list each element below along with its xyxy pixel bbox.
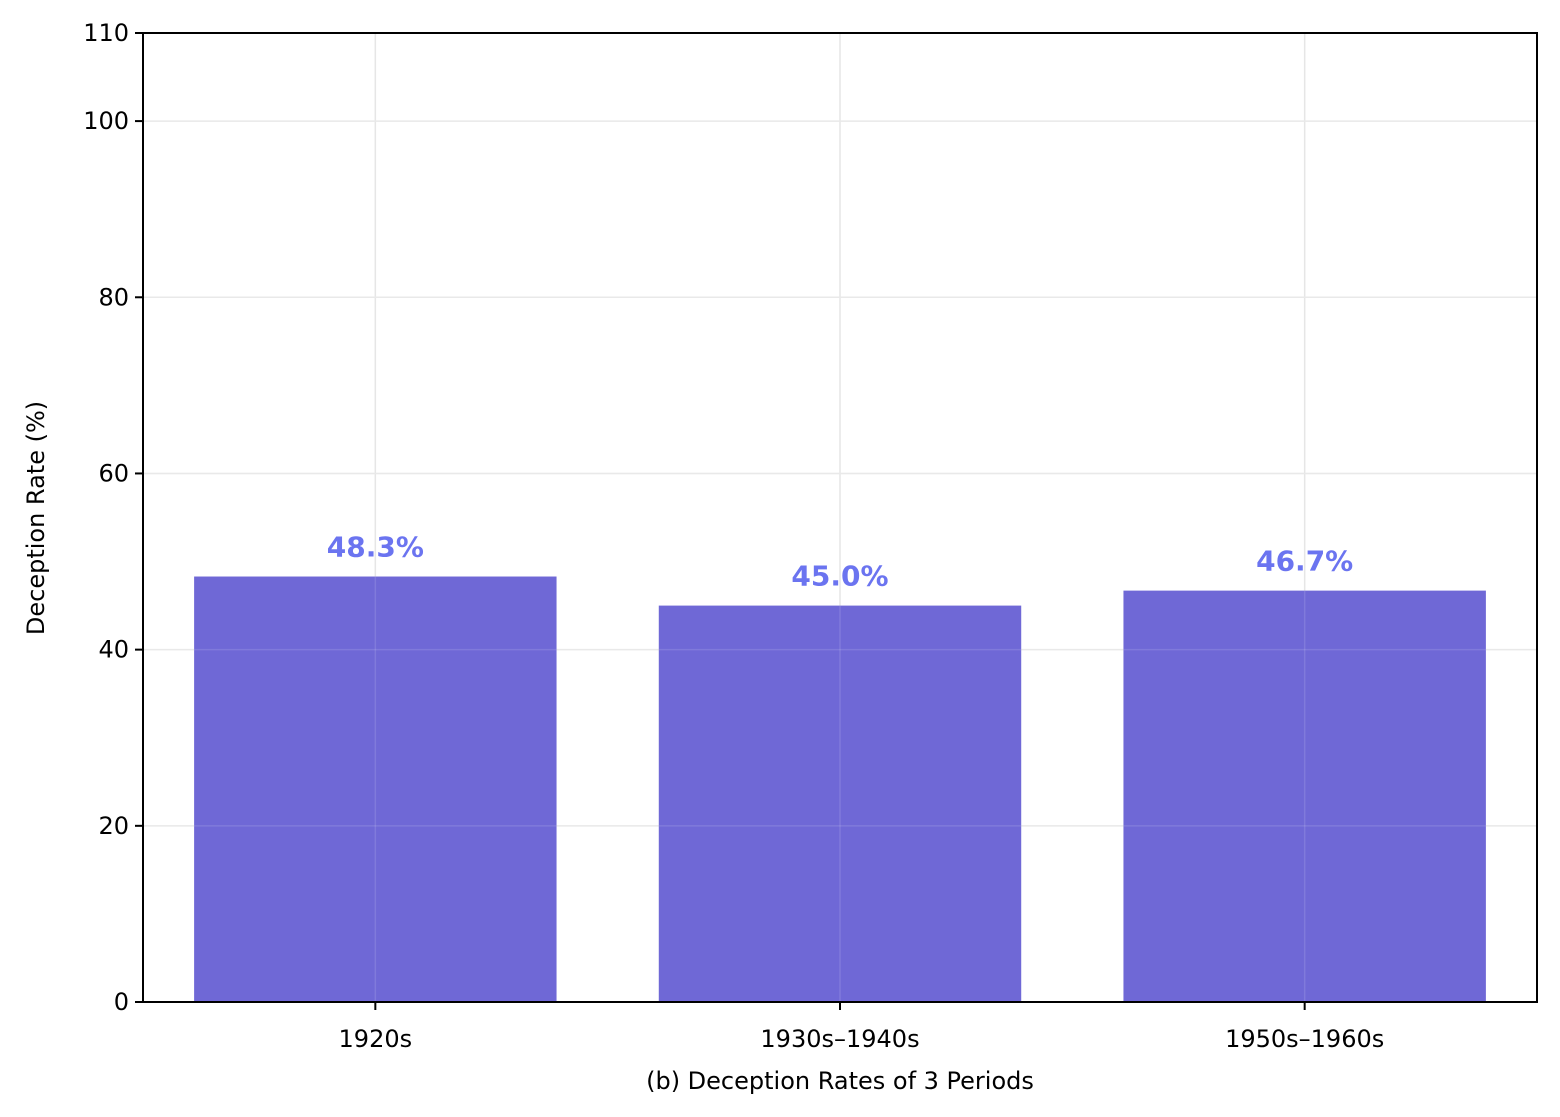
y-tick-label: 60	[98, 459, 129, 487]
axes-layer	[135, 32, 1538, 1010]
bar-value-label: 48.3%	[327, 531, 424, 564]
x-axis-title: (b) Deception Rates of 3 Periods	[646, 1067, 1034, 1095]
y-tick-label: 100	[83, 107, 129, 135]
x-tick-label: 1950s–1960s	[1225, 1025, 1384, 1053]
bars-layer	[143, 32, 1537, 1002]
y-tick-label: 20	[98, 812, 129, 840]
bar-2	[658, 605, 1022, 1002]
y-axis-title: Deception Rate (%)	[22, 401, 50, 635]
bar-3	[1123, 590, 1486, 1002]
y-tick-label: 0	[114, 988, 129, 1016]
x-tick-label: 1920s	[339, 1025, 413, 1053]
bar-value-label: 46.7%	[1256, 545, 1353, 578]
labels-layer: 0 20 40 60 80 100 110 1920s 1930s–1940s 1950s–196…	[83, 19, 1384, 1053]
bar-1	[194, 576, 557, 1002]
bar-value-label: 45.0%	[791, 560, 888, 593]
x-tick-label: 1930s–1940s	[760, 1025, 919, 1053]
y-tick-label: 40	[98, 636, 129, 664]
y-tick-label: 80	[98, 283, 129, 311]
y-tick-label: 110	[83, 19, 129, 47]
